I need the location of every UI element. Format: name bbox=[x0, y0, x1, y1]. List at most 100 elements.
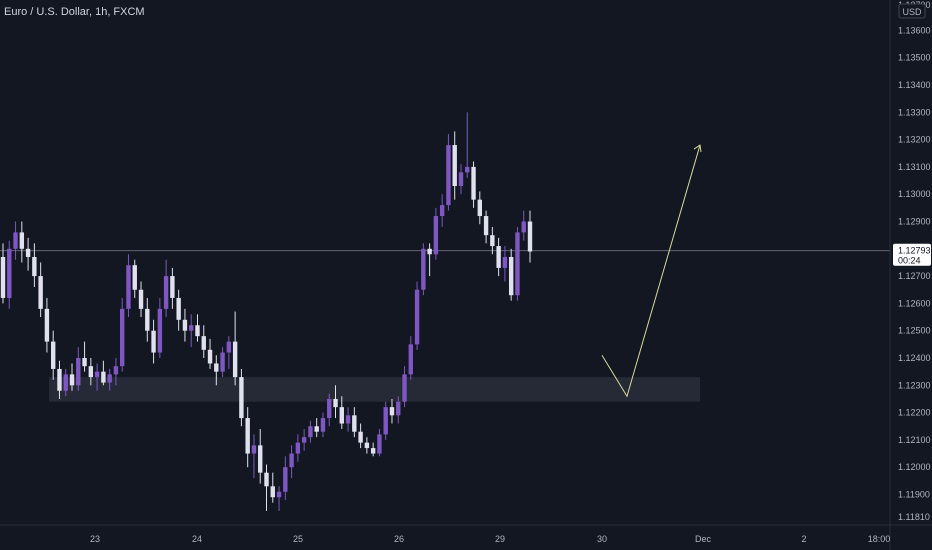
candle-body bbox=[176, 297, 181, 320]
candle-body bbox=[452, 145, 457, 187]
candle-body bbox=[508, 256, 514, 296]
candle-body bbox=[289, 453, 294, 468]
candle-body bbox=[320, 418, 326, 432]
candle-body bbox=[496, 246, 501, 268]
candle-body bbox=[527, 221, 533, 252]
candle-body bbox=[377, 434, 382, 454]
candle-body bbox=[276, 491, 282, 498]
price-tick-label: 1.13000 bbox=[898, 189, 931, 199]
candle-body bbox=[515, 232, 520, 296]
candle-body bbox=[113, 366, 119, 375]
candle-body bbox=[477, 199, 483, 217]
time-tick-label: 25 bbox=[293, 534, 303, 544]
price-tick-label: 1.13400 bbox=[898, 80, 931, 90]
time-tick-label: 26 bbox=[394, 534, 404, 544]
candle-body bbox=[502, 256, 508, 268]
candle-body bbox=[301, 437, 307, 443]
time-tick-label: 24 bbox=[192, 534, 202, 544]
candle-body bbox=[195, 325, 200, 337]
price-badge-box bbox=[893, 243, 931, 266]
price-axis[interactable]: 1.11810 1.11900 1.12000 1.12100 1.12200 1.123… bbox=[898, 0, 931, 522]
time-tick-label: 2 bbox=[801, 534, 806, 544]
candle-body bbox=[63, 374, 68, 391]
currency-label-text: USD bbox=[902, 7, 922, 17]
candle-body bbox=[226, 341, 232, 353]
price-tick-label: 1.11900 bbox=[898, 490, 930, 500]
candle-body bbox=[283, 467, 288, 492]
candle-body bbox=[345, 415, 351, 424]
candle-body bbox=[314, 426, 319, 432]
candle-body bbox=[308, 426, 313, 438]
candle-body bbox=[182, 319, 188, 331]
candles-layer bbox=[0, 112, 533, 511]
time-tick-label: 23 bbox=[90, 534, 100, 544]
candle-body bbox=[396, 401, 401, 416]
price-tick-label: 1.12400 bbox=[898, 353, 931, 363]
candle-body bbox=[76, 358, 81, 386]
projection-path bbox=[601, 144, 701, 398]
candle-body bbox=[364, 442, 370, 449]
support-zone bbox=[49, 377, 700, 402]
candle-body bbox=[189, 325, 194, 331]
price-tick-label: 1.12000 bbox=[898, 462, 931, 472]
candle-body bbox=[333, 398, 338, 408]
candle-body bbox=[389, 407, 395, 416]
candle-body bbox=[170, 276, 175, 298]
candle-body bbox=[69, 374, 75, 386]
chart-title: Euro / U.S. Dollar, 1h, FXCM bbox=[4, 6, 145, 18]
candle-body bbox=[50, 341, 56, 369]
candle-body bbox=[157, 308, 163, 353]
candle-body bbox=[151, 330, 156, 353]
candle-body bbox=[88, 366, 94, 378]
price-tick-label: 1.12700 bbox=[898, 271, 931, 281]
candle-body bbox=[251, 445, 257, 454]
candle-body bbox=[408, 344, 413, 375]
time-tick-label: 29 bbox=[495, 534, 505, 544]
candle-body bbox=[258, 445, 263, 473]
candle-body bbox=[421, 248, 426, 290]
candle-body bbox=[490, 235, 495, 247]
candle-body bbox=[126, 265, 131, 309]
currency-label[interactable]: USD bbox=[898, 3, 926, 19]
projection-layer bbox=[601, 144, 702, 398]
price-tick-label: 1.12200 bbox=[898, 408, 931, 418]
candle-body bbox=[245, 418, 250, 454]
candle-body bbox=[383, 407, 388, 435]
candle-body bbox=[339, 407, 344, 424]
time-axis[interactable]: 23 24 25 26 29 30 Dec 2 18:00 bbox=[90, 534, 890, 544]
candle-body bbox=[483, 216, 489, 236]
price-tick-label: 1.12900 bbox=[898, 217, 931, 227]
support-zone-layer bbox=[49, 377, 700, 402]
candle-body bbox=[13, 232, 18, 249]
candle-body bbox=[358, 431, 363, 443]
candle-body bbox=[94, 371, 100, 378]
candle-body bbox=[471, 166, 476, 200]
candle-body bbox=[145, 308, 150, 331]
candle-body bbox=[458, 172, 464, 187]
projection-arrowhead bbox=[693, 144, 702, 153]
price-tick-label: 1.13300 bbox=[898, 107, 931, 117]
price-tick-label: 1.11810 bbox=[898, 512, 930, 522]
candle-body bbox=[214, 363, 219, 372]
candle-body bbox=[7, 248, 12, 298]
candle-body bbox=[138, 289, 144, 309]
candle-body bbox=[57, 368, 62, 391]
candle-body bbox=[433, 216, 439, 255]
candle-body bbox=[32, 256, 37, 277]
candle-body bbox=[101, 371, 106, 383]
time-tick-label: Dec bbox=[695, 534, 712, 544]
price-badge-countdown: 00:24 bbox=[898, 256, 921, 266]
candle-body bbox=[439, 205, 445, 217]
price-tick-label: 1.12100 bbox=[898, 435, 931, 445]
candle-body bbox=[427, 248, 432, 255]
candle-body bbox=[465, 166, 470, 173]
candle-body bbox=[0, 256, 6, 298]
candle-body bbox=[402, 374, 407, 402]
price-tick-label: 1.13600 bbox=[898, 25, 931, 35]
candle-body bbox=[414, 289, 420, 345]
candle-body bbox=[207, 349, 213, 364]
candle-body bbox=[132, 265, 137, 290]
